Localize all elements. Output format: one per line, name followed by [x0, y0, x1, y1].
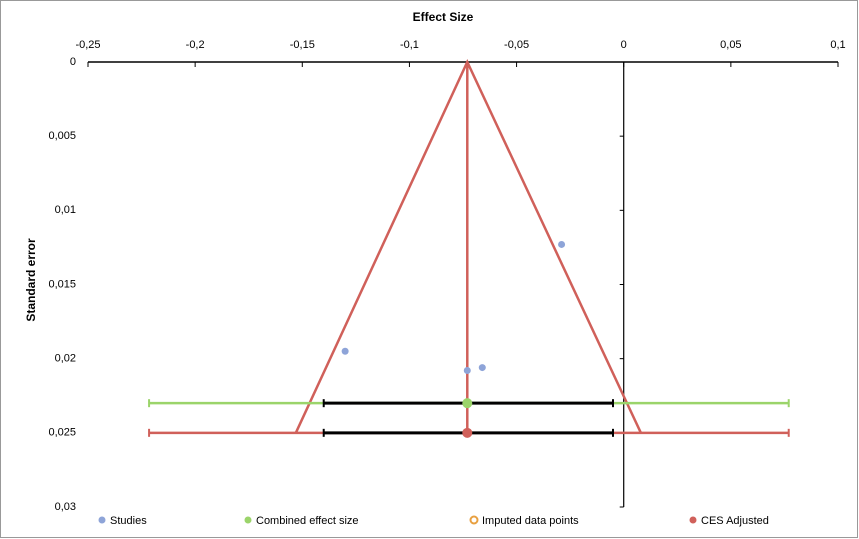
legend-label: Imputed data points: [482, 515, 579, 527]
x-tick-label: -0,05: [504, 39, 529, 51]
x-axis-title: Effect Size: [413, 10, 474, 24]
legend-label: Studies: [110, 515, 147, 527]
y-axis-title: Standard error: [24, 238, 38, 322]
y-tick-label: 0,03: [55, 501, 76, 513]
y-tick-label: 0,02: [55, 353, 76, 365]
x-tick-label: 0: [621, 39, 627, 51]
legend-label: CES Adjusted: [701, 515, 769, 527]
x-tick-label: -0,2: [186, 39, 205, 51]
legend-marker: [98, 516, 106, 524]
x-tick-label: -0,1: [400, 39, 419, 51]
legend-marker: [244, 516, 252, 524]
legend-marker: [689, 516, 697, 524]
point: [462, 398, 473, 409]
y-tick-label: 0,025: [48, 427, 76, 439]
point: [341, 347, 349, 355]
point: [478, 364, 486, 372]
x-tick-label: 0,05: [720, 39, 741, 51]
y-tick-label: 0,01: [55, 204, 76, 216]
point: [463, 367, 471, 375]
x-tick-label: -0,25: [75, 39, 100, 51]
point: [462, 427, 473, 438]
y-tick-label: 0,015: [48, 278, 76, 290]
x-tick-label: 0,1: [830, 39, 845, 51]
legend-label: Combined effect size: [256, 515, 359, 527]
y-tick-label: 0: [70, 56, 76, 68]
x-tick-label: -0,15: [290, 39, 315, 51]
y-tick-label: 0,005: [48, 130, 76, 142]
point: [558, 240, 566, 248]
legend-marker: [469, 515, 479, 525]
